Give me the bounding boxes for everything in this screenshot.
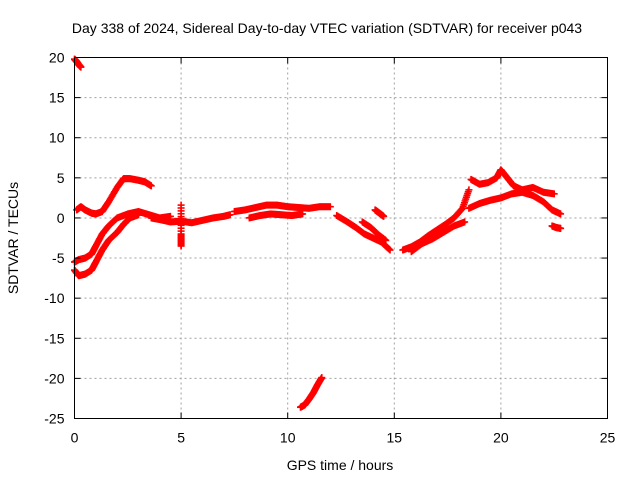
x-tick-label: 0 — [71, 430, 79, 446]
y-tick-label: -25 — [44, 411, 64, 427]
series-arc-12 — [371, 206, 388, 220]
series-arc-7 — [230, 201, 334, 216]
y-tick-label: -5 — [52, 250, 65, 266]
series-arc-2 — [73, 175, 155, 218]
y-tick-label: -10 — [44, 290, 64, 306]
data-point — [318, 374, 326, 382]
data-point — [299, 210, 307, 218]
chart-title: Day 338 of 2024, Sidereal Day-to-day VTE… — [72, 20, 582, 36]
y-axis-label: SDTVAR / TECUs — [5, 182, 21, 294]
data-point — [557, 210, 565, 218]
y-tick-label: 20 — [49, 50, 65, 66]
data-point — [465, 186, 473, 194]
series-arc-4 — [71, 211, 142, 280]
series-arc-14 — [407, 218, 469, 256]
data-point — [226, 211, 234, 219]
x-tick-label: 25 — [600, 430, 616, 446]
series-arc-6 — [177, 201, 185, 250]
series-arc-15 — [467, 166, 558, 198]
y-tick-label: -15 — [44, 330, 64, 346]
y-tick-label: 10 — [49, 130, 65, 146]
y-tick-label: -20 — [44, 370, 64, 386]
data-point — [380, 212, 388, 220]
series-arc-9 — [296, 374, 326, 411]
data-point — [326, 203, 334, 211]
data-point — [385, 245, 393, 253]
data-point — [550, 190, 558, 198]
series-arc-10 — [333, 212, 394, 254]
data-point — [461, 218, 469, 226]
data-point — [147, 182, 155, 190]
x-tick-label: 20 — [493, 430, 509, 446]
x-tick-label: 10 — [280, 430, 296, 446]
x-tick-label: 5 — [177, 430, 185, 446]
series-arc-8 — [245, 210, 307, 222]
y-tick-label: 5 — [57, 170, 65, 186]
data-point — [382, 236, 390, 244]
axis-layer: 0 5 10 15 20 25 -25 -20 -15 -10 -5 0 5 10 15 20 — [44, 50, 615, 446]
series-arc-17 — [548, 222, 565, 232]
data-point — [557, 224, 565, 232]
data-point — [177, 242, 185, 250]
points-layer — [71, 55, 565, 411]
series-arc-5 — [147, 211, 234, 227]
data-point — [386, 246, 394, 254]
series-arc-3 — [71, 208, 174, 266]
y-tick-label: 0 — [57, 210, 65, 226]
data-point — [134, 211, 142, 219]
series-arc-16 — [465, 188, 565, 218]
y-tick-label: 15 — [49, 90, 65, 106]
x-axis-label: GPS time / hours — [287, 457, 394, 473]
data-point — [77, 63, 85, 71]
plot-frame — [74, 57, 608, 419]
series-arc-11 — [358, 218, 390, 244]
x-tick-label: 15 — [387, 430, 403, 446]
grid-layer — [74, 57, 608, 419]
